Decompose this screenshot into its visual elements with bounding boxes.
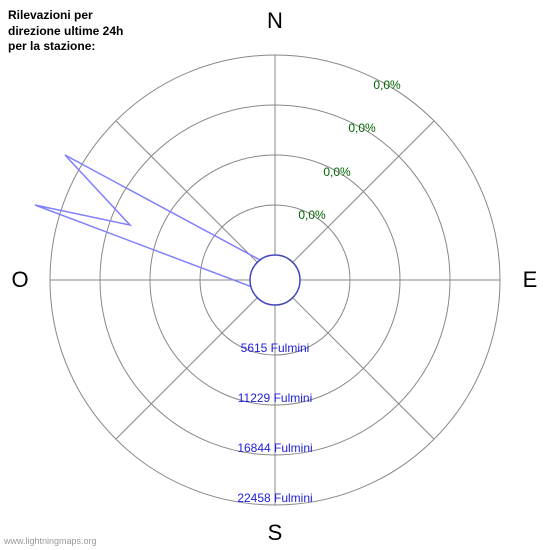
polar-chart: N S E O 0,0% 0,0% 0,0% 0,0% 5615 Fulmini…	[0, 0, 550, 550]
svg-text:11229 Fulmini: 11229 Fulmini	[238, 391, 312, 405]
footer-credit: www.lightningmaps.org	[4, 536, 97, 546]
ring-labels-top: 0,0% 0,0% 0,0% 0,0%	[298, 78, 401, 222]
compass-o: O	[11, 267, 28, 292]
svg-text:16844 Fulmini: 16844 Fulmini	[237, 441, 312, 455]
svg-text:0,0%: 0,0%	[323, 165, 351, 179]
svg-text:0,0%: 0,0%	[373, 78, 401, 92]
compass-e: E	[523, 267, 538, 292]
compass-s: S	[268, 520, 283, 545]
inner-circle	[250, 255, 300, 305]
svg-text:22458 Fulmini: 22458 Fulmini	[237, 491, 312, 505]
svg-text:0,0%: 0,0%	[298, 208, 326, 222]
svg-text:0,0%: 0,0%	[348, 121, 376, 135]
svg-text:5615 Fulmini: 5615 Fulmini	[241, 341, 310, 355]
compass-n: N	[267, 8, 283, 33]
